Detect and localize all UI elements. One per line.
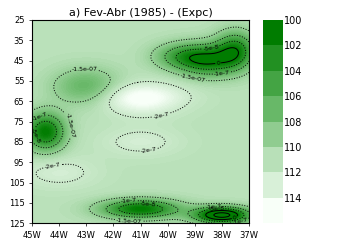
Bar	[263, 172, 283, 198]
Text: -5e-8: -5e-8	[30, 127, 41, 144]
Text: -1.5e-07: -1.5e-07	[72, 66, 98, 72]
Text: -1e-7: -1e-7	[205, 204, 221, 210]
Bar	[263, 96, 283, 122]
Text: -2e-7: -2e-7	[140, 147, 157, 154]
Bar	[263, 20, 283, 45]
Text: -1e-7: -1e-7	[214, 70, 230, 77]
Title: a) Fev-Abr (1985) - (Expc): a) Fev-Abr (1985) - (Expc)	[69, 8, 213, 18]
Text: -2e-7: -2e-7	[43, 162, 61, 170]
Text: 0: 0	[232, 215, 237, 221]
Text: -5e-8: -5e-8	[203, 44, 219, 52]
Text: -5e-8: -5e-8	[208, 206, 225, 212]
Bar	[263, 45, 283, 71]
Text: -1e-7: -1e-7	[31, 111, 48, 122]
Text: -1e-7: -1e-7	[232, 217, 248, 226]
Text: -1e-7: -1e-7	[120, 198, 137, 205]
Bar	[263, 147, 283, 172]
Bar	[263, 198, 283, 223]
Text: -1.5e-07: -1.5e-07	[179, 73, 206, 84]
Text: -1.5e-07: -1.5e-07	[116, 217, 142, 224]
Bar	[263, 122, 283, 147]
Text: -5e-8: -5e-8	[140, 201, 156, 207]
Bar	[263, 71, 283, 96]
Text: -2e-7: -2e-7	[153, 111, 170, 120]
Text: -1.5e-07: -1.5e-07	[65, 112, 76, 138]
Text: 0: 0	[216, 61, 220, 66]
